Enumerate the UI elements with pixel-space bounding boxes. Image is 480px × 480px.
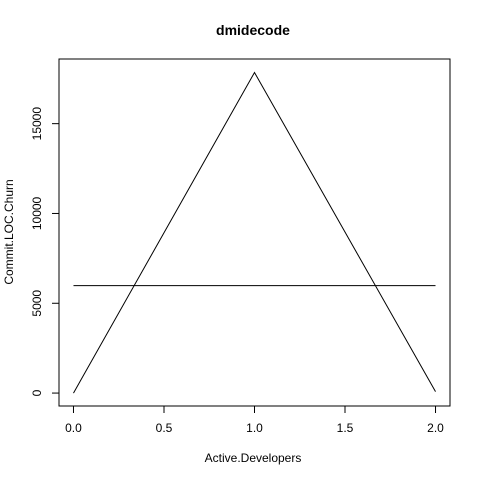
x-tick-label-4: 1.5 [337, 421, 354, 435]
series-layer [73, 71, 436, 394]
chart-title: dmidecode [216, 22, 290, 38]
series-line-1 [73, 71, 436, 394]
y-tick-label-1: 0 [30, 389, 44, 396]
y-tick-label-3: 10000 [30, 196, 44, 230]
x-axis-label: Active.Developers [205, 451, 302, 465]
y-tick-label-2: 5000 [30, 290, 44, 317]
x-tick-label-3: 1.0 [246, 421, 263, 435]
x-tick-label-1: 0.0 [65, 421, 82, 435]
x-axis: 0.0 0.5 1.0 1.5 2.0 [65, 405, 444, 435]
y-axis-label: Commit.LOC.Churn [2, 179, 16, 284]
y-axis: 0 5000 10000 15000 [30, 107, 60, 396]
plot-frame [58, 58, 451, 407]
x-tick-label-5: 2.0 [427, 421, 444, 435]
x-tick-label-2: 0.5 [156, 421, 173, 435]
y-tick-label-4: 15000 [30, 107, 44, 141]
